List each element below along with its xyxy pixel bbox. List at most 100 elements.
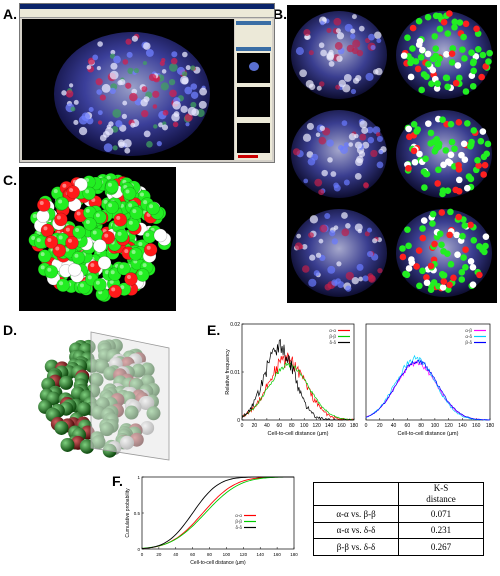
cell-dot [335,28,341,34]
cell-dot [485,58,492,65]
segmented-cell [77,280,91,295]
segmented-cell [105,179,119,194]
cell-dot [377,267,383,274]
segmented-cell [143,242,158,257]
islet-blob [291,11,387,99]
cell-dot [419,225,426,232]
islet-image-a-svg [54,32,210,156]
cell-dot [436,12,443,20]
cell-dot [446,281,453,289]
islet-image-a [22,19,234,160]
cell-speckle [97,41,103,47]
cell-dot [479,51,487,59]
cell-dot [333,17,342,26]
cell-dot [366,126,374,134]
cell-dot [351,14,357,20]
cell-dot [352,77,360,84]
x-axis-label: Cell-to-cell distance (µm) [190,560,246,566]
cell-dot [319,125,326,131]
x-tick-label: 140 [256,552,264,557]
x-tick-label: 60 [405,423,411,429]
cell-dot [429,220,436,227]
x-tick-label: 100 [223,552,231,557]
cell-dot [408,256,415,263]
panel-label-d: D. [3,322,17,338]
cell-speckle [101,83,111,93]
cell-dot [444,83,451,91]
cell-dot [303,29,311,36]
cell-dot [439,284,447,291]
segmented-cell [124,272,138,286]
cell-speckle [123,138,132,148]
cell-dot [467,258,475,265]
segmented-cell [71,250,86,265]
cell-dot [295,47,304,56]
legend-label: α-β [465,328,472,333]
cell-dot [452,79,460,87]
segmented-cell [74,177,88,192]
cell-dot [400,52,408,59]
cell-dot [419,267,426,275]
cell-dot [434,180,442,187]
cell-dot [444,250,451,257]
cell-speckle [168,78,176,86]
segmented-cell [93,239,107,253]
cell-dot [292,148,301,156]
table-cell-value: 0.231 [398,521,484,540]
cell-dot [405,265,413,272]
series-line [241,352,355,421]
cell-speckle [170,57,178,65]
cell-speckle [131,35,139,42]
cell-dot [470,67,477,75]
cell-dot [432,45,440,52]
x-tick-label: 40 [173,552,179,557]
cell-speckle [122,100,128,106]
cell-dot [368,33,375,41]
segmented-cell [37,249,52,263]
cell-dot [420,217,428,224]
cell-dot [407,59,414,67]
cell-dot [482,242,489,250]
cell-dot [364,231,370,237]
cell-dot [319,224,328,233]
cell-dot [326,51,335,60]
cell-speckle [112,145,118,151]
cell-dot [438,270,446,278]
series-line [141,476,294,549]
cell-speckle [81,112,91,122]
cell-dot [372,126,381,135]
cell-dot [412,58,420,65]
panel-label-c: C. [3,172,17,188]
cell-dot [477,137,485,145]
cell-dot [481,161,489,169]
cell-dot [475,46,482,53]
segmented-cells-image [19,167,176,311]
cell-dot [440,161,447,169]
cell-dot [454,62,462,69]
islet-photo-tile [291,209,387,297]
cell-dot [436,25,444,33]
cell-dot [456,19,464,26]
segmented-cell [117,261,131,276]
segmented-cell [67,262,82,277]
cell-dot [462,20,470,28]
segmented-cell [65,235,79,250]
cell-dot [348,133,356,141]
cell-dot [341,120,348,126]
cell-dot [482,233,490,240]
cell-dot [427,129,435,137]
panel-label-b: B. [273,6,287,22]
cell-dot [458,276,466,283]
cell-speckle [169,89,177,98]
cell-dot [452,186,459,194]
cell-dot [418,46,426,54]
cell-dot [411,158,419,166]
segmented-cell [52,243,67,258]
software-screenshot [19,3,275,163]
x-tick-label: 100 [300,423,309,429]
cell-dot [470,236,478,244]
cell-dot [448,138,456,146]
cell-dot [453,231,460,239]
cell-speckle [129,92,138,102]
cell-dot [341,212,348,219]
